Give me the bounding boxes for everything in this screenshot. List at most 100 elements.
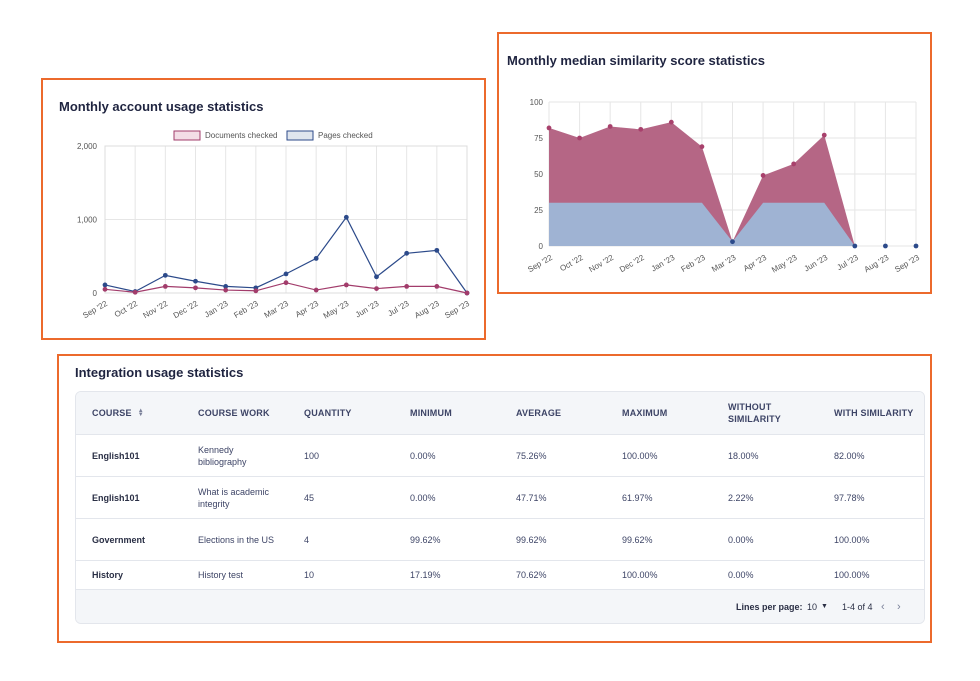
x-tick-label: Sep '22 [526,253,554,275]
data-point[interactable] [404,283,410,289]
data-point[interactable] [132,289,138,295]
data-point[interactable] [374,286,379,291]
x-tick-label: Mar '23 [263,299,291,320]
cell-course: English101 [92,450,140,461]
chevron-left-icon[interactable]: ‹ [881,600,885,613]
x-tick-label: Apr '23 [742,253,769,274]
x-tick-label: Jan '23 [650,253,677,274]
cell-without-similarity: 18.00% [728,450,759,461]
table-row: Government Elections in the US 4 99.62% … [76,519,924,561]
cell-course: English101 [92,492,140,503]
data-point[interactable] [668,119,674,125]
column-header-without-similarity: WITHOUT SIMILARITY [728,402,781,424]
table-header: COURSE ▲ ▼ COURSE WORK QUANTITY MINIMUM A… [76,392,924,435]
x-tick-label: Jul '23 [386,299,411,319]
data-point[interactable] [404,250,410,256]
x-tick-label: Feb '23 [232,299,260,320]
x-tick-label: May '23 [770,253,799,275]
x-tick-label: Jun '23 [354,299,381,320]
cell-course-work: Kennedy bibliography [198,444,247,467]
data-point[interactable] [253,288,259,294]
column-header-label: COURSE [92,408,132,418]
cell-without-similarity: 0.00% [728,570,754,580]
integration-usage-title: Integration usage statistics [75,365,244,380]
x-tick-label: Sep '22 [81,299,109,321]
integration-usage-card: Integration usage statistics COURSE ▲ ▼ C… [57,354,932,643]
x-tick-label: Nov '22 [142,299,170,321]
x-tick-label: Aug '23 [863,253,891,275]
data-point[interactable] [162,283,168,289]
cell-maximum: 100.00% [622,570,658,580]
data-point[interactable] [434,247,440,253]
cell-average: 75.26% [516,450,547,461]
caret-down-icon: ▼ [821,603,828,610]
data-point[interactable] [434,283,440,289]
data-point[interactable] [546,125,552,131]
data-point[interactable] [313,256,319,261]
cell-average: 70.62% [516,570,547,580]
data-point[interactable] [193,278,198,284]
data-point[interactable] [577,135,582,141]
data-point[interactable] [102,282,108,288]
data-point[interactable] [374,274,379,280]
data-point[interactable] [343,282,349,288]
legend-label[interactable]: Pages checked [318,131,373,140]
data-point[interactable] [102,286,108,292]
column-header-course[interactable]: COURSE ▲ ▼ [92,392,144,434]
cell-maximum: 99.62% [622,534,653,545]
legend-label[interactable]: Documents checked [205,131,277,140]
x-tick-label: Sep '23 [893,253,921,275]
data-point[interactable] [699,144,705,150]
cell-without-similarity: 2.22% [728,492,754,503]
data-point[interactable] [638,126,644,132]
data-point[interactable] [313,287,319,293]
account-usage-title: Monthly account usage statistics [59,99,264,114]
pagination-range: 1-4 of 4 [842,601,873,612]
data-point[interactable] [283,280,289,286]
data-point[interactable] [791,161,797,167]
cell-minimum: 17.19% [410,570,441,580]
lines-per-page-value: 10 [807,601,818,612]
x-tick-label: Sep '23 [443,299,471,321]
data-point[interactable] [193,285,198,291]
data-point[interactable] [283,271,289,277]
data-point[interactable] [607,124,613,129]
data-point[interactable] [883,243,888,249]
cell-maximum: 100.00% [622,450,658,461]
x-tick-label: Oct '22 [113,299,140,320]
lines-per-page-select[interactable]: 10 ▼ [807,590,828,623]
plot-frame [104,145,468,294]
x-tick-label: Feb '23 [680,253,708,274]
data-point[interactable] [913,243,919,249]
cell-quantity: 4 [304,534,310,545]
table-pagination: Lines per page: 10 ▼ 1-4 of 4 ‹ › [76,590,924,623]
cell-minimum: 0.00% [410,450,436,461]
cell-quantity: 45 [304,492,315,503]
data-point[interactable] [464,290,470,296]
y-tick-label: 25 [534,206,543,215]
cell-minimum: 0.00% [410,492,436,503]
y-tick-label: 2,000 [77,142,98,151]
data-point[interactable] [223,283,229,289]
data-point[interactable] [730,239,735,245]
y-tick-label: 0 [93,289,98,298]
data-point[interactable] [852,243,858,249]
data-point[interactable] [821,132,827,138]
similarity-score-card: Monthly median similarity score statisti… [497,32,932,294]
data-point[interactable] [162,272,168,278]
y-tick-label: 0 [539,242,544,251]
cell-with-similarity: 100.00% [834,534,870,545]
data-point[interactable] [760,173,766,178]
x-tick-label: Mar '23 [710,253,738,274]
data-point[interactable] [223,287,229,293]
x-tick-label: Oct '22 [558,253,585,274]
x-tick-label: May '23 [322,299,351,321]
sort-icon[interactable]: ▲ ▼ [137,408,144,418]
similarity-score-title: Monthly median similarity score statisti… [507,53,765,68]
cell-average: 47.71% [516,492,547,503]
chevron-right-icon[interactable]: › [897,600,901,613]
data-point[interactable] [343,214,349,220]
x-tick-label: Jun '23 [803,253,830,274]
x-tick-label: Apr '23 [294,299,321,320]
x-tick-label: Jan '23 [203,299,230,320]
